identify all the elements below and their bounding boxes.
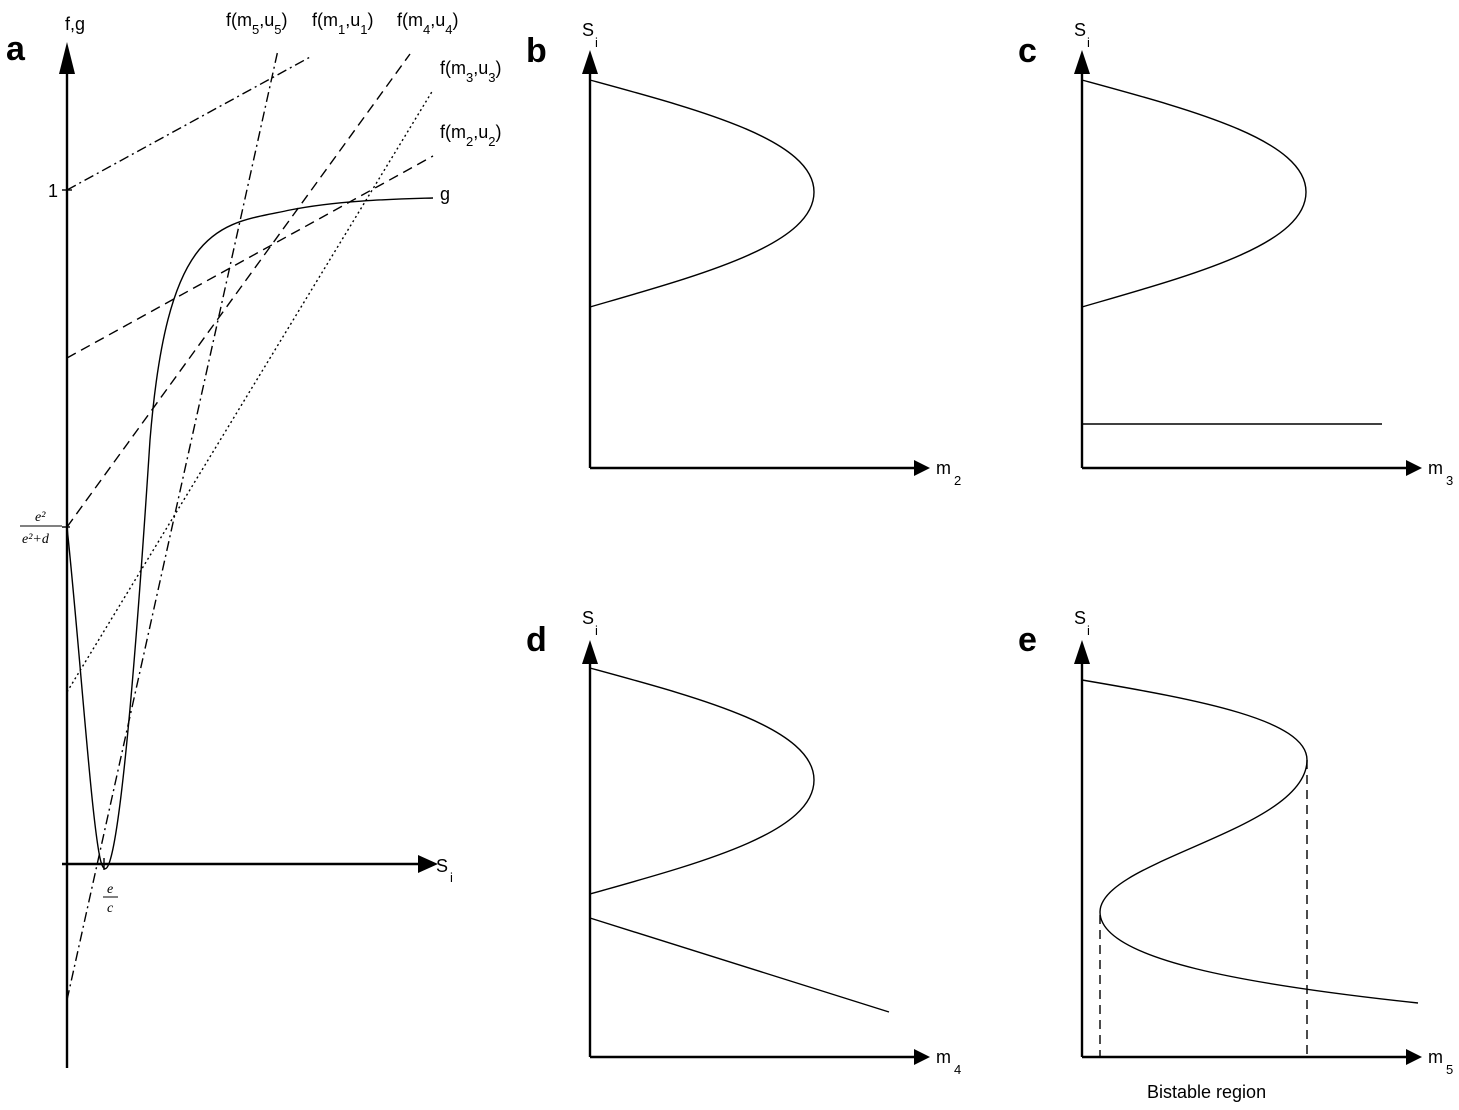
panel-d-x-label: m — [936, 1047, 951, 1067]
panel-a-line-label-m5: f(m5,u5) — [226, 10, 287, 37]
panel-e-y-label-sub: i — [1087, 623, 1090, 638]
lbl-m1-s1: 1 — [338, 22, 345, 37]
panel-e-x-label: m — [1428, 1047, 1443, 1067]
svg-text:f(m2,u2): f(m2,u2) — [440, 122, 501, 149]
lbl-m1-pre: f(m — [312, 10, 338, 30]
svg-text:f(m1,u1): f(m1,u1) — [312, 10, 373, 37]
lbl-m5-mid: ,u — [259, 10, 274, 30]
panel-c-y-label: S — [1074, 20, 1086, 40]
panel-e-s-curve — [1081, 679, 1419, 1004]
lbl-m2-post: ) — [495, 122, 501, 142]
panel-a-tick-frac-den: e²+d — [22, 532, 50, 547]
panel-c-x-label-sub: 3 — [1446, 473, 1453, 488]
lbl-m2-s2: 2 — [488, 134, 495, 149]
panel-d-y-arrow — [582, 640, 598, 664]
panel-c-label: c — [1018, 32, 1037, 70]
panel-e-y-arrow — [1074, 640, 1090, 664]
panel-e-label: e — [1018, 621, 1037, 659]
panel-d-y-label: S — [582, 608, 594, 628]
panel-a-g-label: g — [440, 184, 450, 204]
lbl-m5-pre: f(m — [226, 10, 252, 30]
panel-a-tick-ec-num: e — [107, 882, 113, 897]
line-f-m2-u2 — [66, 155, 434, 359]
lbl-m4-post: ) — [452, 10, 458, 30]
lbl-m2-s1: 2 — [466, 134, 473, 149]
panel-a-label: a — [6, 30, 26, 68]
panel-b-y-label: S — [582, 20, 594, 40]
panel-a-y-arrow — [59, 42, 75, 74]
svg-text:f(m3,u3): f(m3,u3) — [440, 58, 501, 85]
curve-g — [66, 197, 434, 870]
panel-a: a f,g S i 1 e² e²+d e c g f(m5 — [6, 10, 501, 1068]
panel-d-lower-line — [589, 917, 890, 1013]
panel-c-y-arrow — [1074, 50, 1090, 74]
lbl-m4-mid: ,u — [430, 10, 445, 30]
svg-text:f(m5,u5): f(m5,u5) — [226, 10, 287, 37]
lbl-m5-s1: 5 — [252, 22, 259, 37]
panel-b-x-arrow — [914, 460, 930, 476]
lbl-m3-post: ) — [495, 58, 501, 78]
lbl-m3-mid: ,u — [473, 58, 488, 78]
lbl-m1-s2: 1 — [360, 22, 367, 37]
lbl-m4-pre: f(m — [397, 10, 423, 30]
panel-c-curve — [1081, 79, 1307, 308]
panel-a-x-arrow — [418, 855, 438, 873]
lbl-m3-pre: f(m — [440, 58, 466, 78]
line-f-m4-u4 — [66, 53, 411, 528]
panel-a-line-label-m3: f(m3,u3) — [440, 58, 501, 85]
panel-e-y-label: S — [1074, 608, 1086, 628]
panel-d-x-label-sub: 4 — [954, 1062, 961, 1077]
panel-d-x-arrow — [914, 1049, 930, 1065]
panel-e-x-label-sub: 5 — [1446, 1062, 1453, 1077]
panel-c-y-label-sub: i — [1087, 35, 1090, 50]
panel-a-y-label: f,g — [65, 14, 85, 34]
panel-a-tick-ec-den: c — [107, 901, 114, 916]
panel-b-curve — [589, 79, 815, 308]
panel-a-line-label-m4: f(m4,u4) — [397, 10, 458, 37]
panel-b-x-label-sub: 2 — [954, 473, 961, 488]
lbl-m3-s2: 3 — [488, 70, 495, 85]
lbl-m2-pre: f(m — [440, 122, 466, 142]
panel-a-tick-frac-num: e² — [35, 510, 46, 525]
panel-e-x-arrow — [1406, 1049, 1422, 1065]
panel-b-label: b — [526, 32, 547, 70]
lbl-m1-post: ) — [367, 10, 373, 30]
panel-b-x-label: m — [936, 458, 951, 478]
lbl-m5-post: ) — [281, 10, 287, 30]
lbl-m1-mid: ,u — [345, 10, 360, 30]
panel-d-y-label-sub: i — [595, 623, 598, 638]
panel-a-line-label-m2: f(m2,u2) — [440, 122, 501, 149]
panel-d-label: d — [526, 621, 547, 659]
panel-a-x-label: S — [436, 856, 448, 876]
panel-a-line-label-m1: f(m1,u1) — [312, 10, 373, 37]
panel-d: d S i m 4 — [526, 608, 961, 1077]
lbl-m4-s1: 4 — [423, 22, 430, 37]
lbl-m5-s2: 5 — [274, 22, 281, 37]
panel-c: c S i m 3 — [1018, 20, 1453, 488]
panel-c-x-label: m — [1428, 458, 1443, 478]
lbl-m3-s1: 3 — [466, 70, 473, 85]
line-f-m3-u3 — [66, 89, 434, 693]
svg-text:f(m4,u4): f(m4,u4) — [397, 10, 458, 37]
panel-c-x-arrow — [1406, 460, 1422, 476]
panel-b: b S i m 2 — [526, 20, 961, 488]
panel-b-y-arrow — [582, 50, 598, 74]
panel-a-x-label-sub: i — [450, 870, 453, 885]
panel-d-curve — [589, 667, 815, 895]
panel-b-y-label-sub: i — [595, 35, 598, 50]
lbl-m2-mid: ,u — [473, 122, 488, 142]
panel-e: e S i m 5 Bistable region — [1018, 608, 1453, 1102]
panel-a-tick-one-label: 1 — [48, 181, 58, 201]
line-f-m5-u5 — [66, 49, 279, 1001]
panel-e-region-label: Bistable region — [1147, 1082, 1266, 1102]
line-f-m1-u1 — [66, 55, 313, 191]
lbl-m4-s2: 4 — [445, 22, 452, 37]
